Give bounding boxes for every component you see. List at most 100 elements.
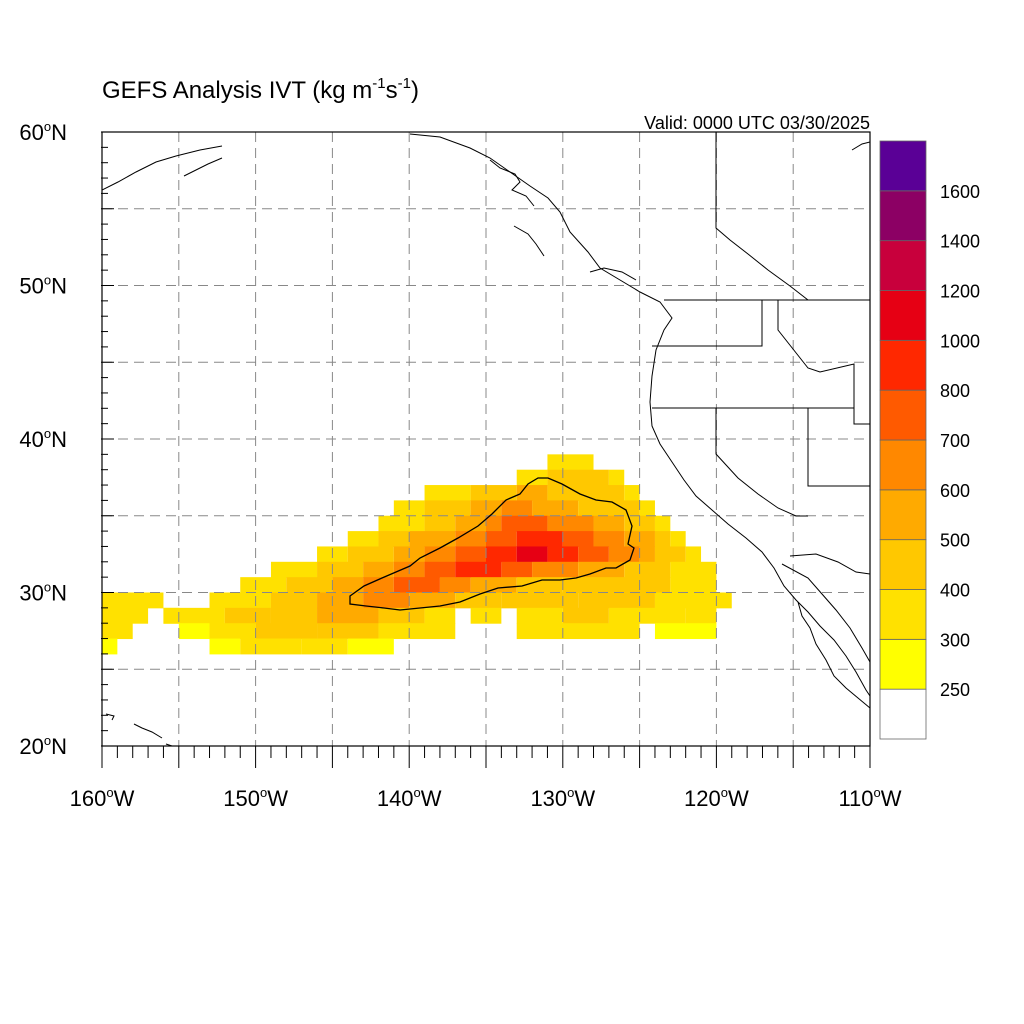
ivt-cell bbox=[654, 592, 732, 609]
lon-label: 150oW bbox=[223, 785, 288, 811]
ivt-cell bbox=[240, 577, 287, 593]
coastline bbox=[102, 133, 870, 746]
ivt-cell bbox=[378, 515, 425, 532]
ivt-cell bbox=[639, 500, 655, 517]
ivt-cell bbox=[439, 577, 471, 593]
lat-label: 40oN bbox=[19, 426, 67, 452]
ivt-cell bbox=[424, 515, 456, 532]
graticule bbox=[102, 132, 870, 746]
ivt-cell bbox=[593, 515, 625, 532]
ivt-cell bbox=[317, 607, 379, 624]
colorbar-label: 300 bbox=[940, 630, 970, 650]
ivt-cell bbox=[470, 577, 517, 593]
ivt-cell bbox=[501, 515, 548, 532]
colorbar-label: 600 bbox=[940, 481, 970, 501]
colorbar-bin bbox=[879, 290, 927, 341]
map-title: GEFS Analysis IVT (kg m-1s-1) bbox=[102, 75, 419, 104]
colorbar-bin bbox=[879, 589, 927, 640]
ivt-cell bbox=[670, 531, 686, 547]
ivt-cell bbox=[608, 546, 640, 563]
colorbar-labels: 250 300 400 500 600 700 800 1000 1200 1400 1600 bbox=[940, 182, 980, 700]
colorbar: 250 300 400 500 600 700 800 1000 1200 1400 1600 bbox=[879, 140, 980, 740]
ivt-cell bbox=[670, 577, 717, 593]
ivt-cell bbox=[685, 607, 717, 624]
ivt-cell bbox=[608, 607, 686, 624]
ivt-cell bbox=[286, 577, 333, 593]
ivt-cell bbox=[378, 531, 410, 547]
colorbar-bin bbox=[879, 638, 927, 690]
lon-label: 160oW bbox=[70, 785, 135, 811]
ivt-cell bbox=[562, 577, 671, 593]
lat-label: 20oN bbox=[19, 733, 67, 759]
ivt-cell bbox=[578, 500, 640, 517]
ivt-cell bbox=[501, 500, 533, 517]
ivt-cell bbox=[317, 623, 379, 640]
ivt-cell bbox=[547, 454, 594, 471]
ivt-cell bbox=[654, 531, 671, 547]
ivt-cell bbox=[562, 531, 594, 547]
lon-label: 140oW bbox=[377, 785, 442, 811]
colorbar-bin bbox=[879, 439, 927, 491]
colorbar-bin bbox=[879, 339, 927, 391]
ivt-cell bbox=[363, 592, 410, 609]
ivt-contour-outline bbox=[349, 477, 635, 611]
ivt-cell bbox=[578, 592, 655, 609]
lat-label: 60oN bbox=[19, 119, 67, 145]
colorbar-label: 1000 bbox=[940, 331, 980, 351]
valid-time: Valid: 0000 UTC 03/30/2025 bbox=[644, 113, 870, 133]
ivt-cell bbox=[163, 607, 225, 624]
ivt-cell bbox=[455, 561, 502, 578]
ivt-cell bbox=[102, 638, 118, 655]
ivt-cell bbox=[347, 531, 379, 547]
political-borders bbox=[652, 132, 870, 663]
ivt-cell bbox=[301, 638, 348, 655]
ivt-cell bbox=[516, 623, 640, 640]
ivt-cell bbox=[424, 500, 471, 517]
ivt-cell bbox=[424, 561, 456, 578]
ivt-cell bbox=[685, 546, 702, 563]
ivt-cell bbox=[363, 577, 394, 593]
colorbar-label: 1600 bbox=[940, 182, 980, 202]
ivt-cell bbox=[455, 531, 486, 547]
ivt-cell bbox=[486, 531, 517, 547]
colorbar-label: 700 bbox=[940, 431, 970, 451]
ivt-cell bbox=[393, 577, 440, 593]
ivt-cell bbox=[654, 546, 686, 563]
ivt-cell bbox=[624, 561, 671, 578]
axis-ticks bbox=[101, 131, 871, 768]
ivt-cell bbox=[486, 546, 517, 563]
ivt-cell bbox=[532, 500, 579, 517]
colorbar-label: 400 bbox=[940, 581, 970, 601]
lat-label: 50oN bbox=[19, 273, 67, 299]
ivt-cell bbox=[455, 592, 502, 609]
ivt-cell bbox=[378, 607, 425, 624]
colorbar-bin bbox=[879, 688, 927, 740]
lon-label: 110oW bbox=[838, 785, 901, 811]
ivt-cell bbox=[470, 485, 517, 501]
colorbar-label: 800 bbox=[940, 381, 970, 401]
ivt-cell bbox=[102, 607, 149, 624]
ivt-cell bbox=[516, 577, 563, 593]
ivt-cell bbox=[409, 531, 456, 547]
ivt-cell bbox=[455, 515, 486, 532]
ivt-cell bbox=[455, 546, 486, 563]
ivt-cell bbox=[516, 607, 563, 624]
lat-label: 30oN bbox=[19, 580, 67, 606]
ivt-cell bbox=[516, 546, 548, 563]
ivt-cell bbox=[409, 592, 456, 609]
ivt-cell bbox=[378, 623, 456, 640]
ivt-cell bbox=[347, 546, 394, 563]
colorbar-bin bbox=[879, 489, 927, 541]
ivt-shading bbox=[102, 454, 732, 655]
colorbar-bin bbox=[879, 240, 927, 291]
colorbar-label: 1200 bbox=[940, 282, 980, 302]
ivt-cell bbox=[578, 546, 609, 563]
ivt-cell bbox=[255, 623, 318, 640]
ivt-cell bbox=[608, 469, 625, 486]
ivt-cell bbox=[224, 607, 271, 624]
ivt-cell bbox=[178, 623, 210, 640]
ivt-cell bbox=[102, 592, 164, 609]
ivt-cell bbox=[332, 577, 364, 593]
